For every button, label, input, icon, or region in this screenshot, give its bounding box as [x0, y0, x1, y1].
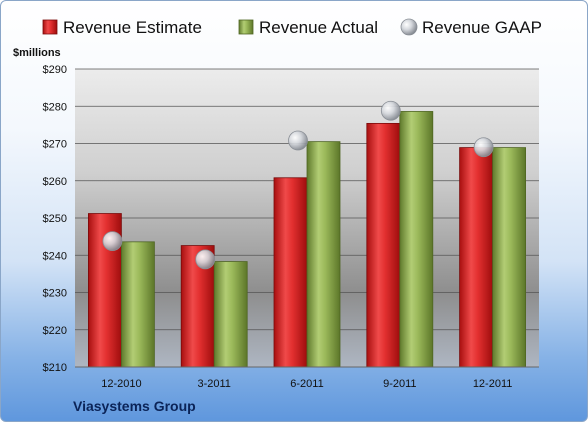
x-tick-label: 6-2011 [290, 378, 323, 390]
legend-marker-gaap [400, 18, 418, 36]
gaap-marker [195, 249, 216, 270]
y-axis-unit: $millions [13, 47, 61, 59]
y-tick-label: $210 [43, 362, 67, 374]
gaap-marker [102, 231, 123, 251]
legend-swatch-actual [238, 19, 254, 35]
y-tick-label: $240 [43, 250, 67, 262]
x-axis-ticks: 12-2010 3-2011 6-2011 9-2011 12-2011 [101, 378, 512, 390]
y-tick-label: $260 [43, 176, 67, 188]
gaap-marker [288, 130, 308, 151]
x-tick-label: 12-2010 [101, 378, 141, 390]
bar-estimate [459, 147, 494, 368]
bar-estimate [273, 177, 308, 368]
gaap-marker [473, 137, 494, 158]
bar-actual [399, 111, 434, 368]
legend-label-estimate: Revenue Estimate [63, 18, 202, 37]
gaap-marker [380, 100, 401, 121]
bar-actual [213, 261, 248, 368]
legend: Revenue Estimate Revenue Actual Revenue … [42, 18, 542, 37]
bar-actual [121, 241, 155, 368]
company-name: Viasystems Group [73, 398, 196, 414]
y-axis-ticks: $210 $220 $230 $240 $250 $260 $270 $280 $290 [43, 64, 67, 374]
x-tick-label: 3-2011 [197, 378, 230, 390]
y-tick-label: $280 [43, 101, 67, 113]
y-tick-label: $250 [43, 213, 67, 225]
bar-estimate [366, 122, 401, 368]
x-tick-label: 9-2011 [383, 378, 416, 390]
y-tick-label: $220 [43, 325, 67, 337]
y-tick-label: $230 [43, 288, 67, 300]
legend-swatch-estimate [42, 19, 58, 35]
legend-label-gaap: Revenue GAAP [422, 18, 542, 37]
gaap-markers [102, 100, 494, 270]
y-tick-label: $270 [43, 139, 67, 151]
bar-actual [306, 141, 341, 368]
legend-label-actual: Revenue Actual [259, 18, 378, 37]
bar-actual [492, 147, 527, 368]
x-tick-label: 12-2011 [473, 378, 513, 390]
y-tick-label: $290 [43, 64, 67, 76]
